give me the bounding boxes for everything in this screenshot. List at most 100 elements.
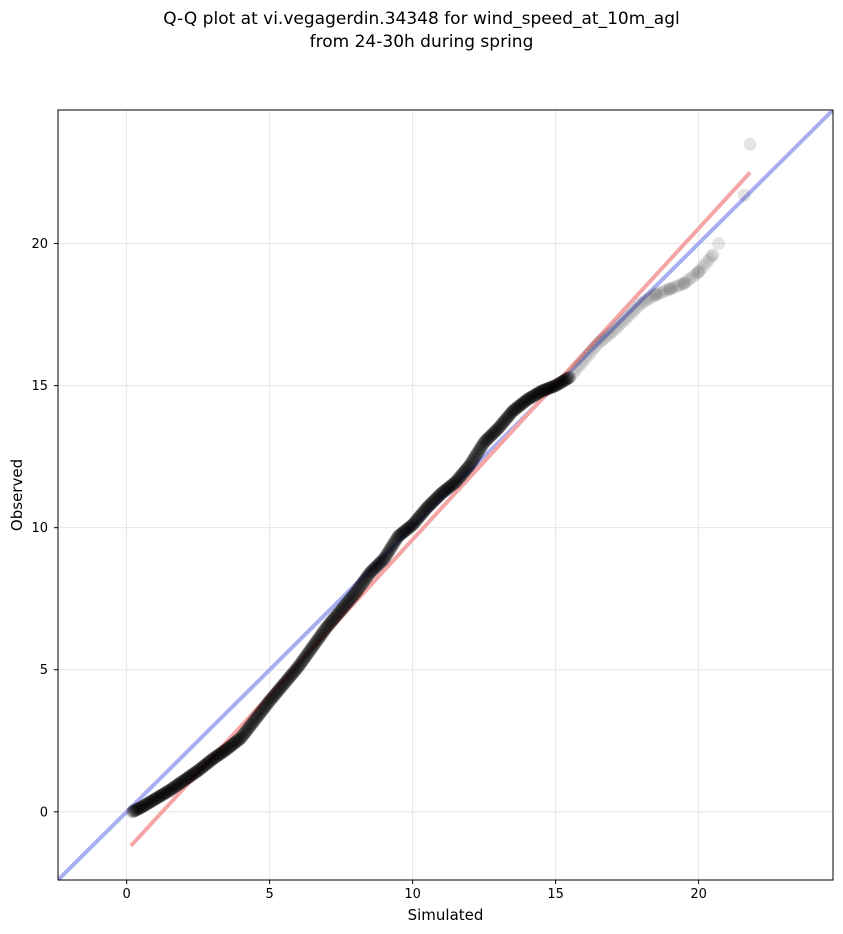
qq-point <box>332 606 346 620</box>
qq-point <box>153 789 167 803</box>
qq-point <box>125 805 139 819</box>
qq-point <box>185 768 199 782</box>
qq-point <box>368 561 382 575</box>
qq-point <box>417 504 431 518</box>
qq-point <box>426 495 440 509</box>
qq-point <box>261 697 275 711</box>
qq-point <box>376 553 390 567</box>
qq-point <box>313 630 327 644</box>
qq-point <box>127 804 141 818</box>
qq-point <box>234 730 248 744</box>
qq-point <box>518 395 532 409</box>
qq-point <box>423 497 437 511</box>
qq-point <box>207 751 221 765</box>
qq-point <box>271 684 285 698</box>
qq-point <box>158 786 172 800</box>
qq-point <box>246 715 260 729</box>
qq-point <box>320 620 334 634</box>
qq-point <box>282 671 296 685</box>
qq-point <box>416 506 430 520</box>
qq-point <box>195 760 209 774</box>
qq-point <box>554 376 568 390</box>
qq-point <box>400 523 414 537</box>
qq-point <box>657 285 671 299</box>
qq-point <box>166 781 180 795</box>
qq-point <box>387 536 401 550</box>
qq-point <box>200 756 214 770</box>
qq-point <box>396 525 410 539</box>
qq-point <box>297 652 311 666</box>
qq-point <box>194 761 208 775</box>
qq-point <box>291 660 305 674</box>
qq-point <box>384 541 398 555</box>
qq-point <box>508 402 522 416</box>
qq-point <box>130 802 144 816</box>
qq-point <box>511 400 525 414</box>
qq-point <box>460 462 474 476</box>
qq-point <box>178 773 192 787</box>
qq-point <box>243 719 257 733</box>
qq-point <box>230 734 244 748</box>
qq-point <box>519 394 533 408</box>
qq-point <box>404 519 418 533</box>
qq-point <box>210 749 224 763</box>
qq-point <box>595 333 609 347</box>
qq-point <box>309 635 323 649</box>
qq-point <box>281 672 295 686</box>
qq-point <box>447 477 461 491</box>
qq-point <box>229 735 243 749</box>
qq-point <box>611 320 625 334</box>
plot-frame <box>57 109 834 881</box>
qq-point <box>218 743 232 757</box>
qq-point <box>322 618 336 632</box>
qq-point <box>355 577 369 591</box>
qq-point <box>514 398 528 412</box>
qq-point <box>298 650 312 664</box>
qq-point <box>318 622 332 636</box>
qq-point <box>552 377 566 391</box>
qq-point <box>484 429 498 443</box>
qq-point <box>498 414 512 428</box>
qq-point <box>654 285 668 299</box>
qq-point <box>153 789 167 803</box>
qq-point <box>300 648 314 662</box>
qq-point <box>490 422 504 436</box>
qq-point <box>511 400 525 414</box>
qq-point <box>743 137 757 151</box>
qq-point <box>247 714 261 728</box>
qq-point <box>199 758 213 772</box>
qq-point <box>289 662 303 676</box>
qq-point <box>219 743 233 757</box>
qq-point <box>432 489 446 503</box>
qq-point <box>264 692 278 706</box>
qq-point <box>471 445 485 459</box>
qq-point <box>252 707 266 721</box>
qq-point <box>533 385 547 399</box>
qq-point <box>444 479 458 493</box>
qq-point <box>284 668 298 682</box>
qq-point <box>381 546 395 560</box>
qq-point <box>216 745 230 759</box>
qq-point <box>355 576 369 590</box>
qq-point <box>349 585 363 599</box>
qq-point <box>386 537 400 551</box>
qq-point <box>215 746 229 760</box>
qq-point <box>559 372 573 386</box>
qq-point <box>682 273 696 287</box>
qq-point <box>504 406 518 420</box>
qq-point <box>169 779 183 793</box>
qq-point <box>525 390 539 404</box>
qq-point <box>334 604 348 618</box>
qq-point <box>446 478 460 492</box>
qq-point <box>279 674 293 688</box>
qq-point <box>408 515 422 529</box>
qq-point <box>442 481 456 495</box>
qq-point <box>293 658 307 672</box>
qq-point <box>130 803 144 817</box>
qq-point <box>184 769 198 783</box>
qq-point <box>491 421 505 435</box>
qq-point <box>311 632 325 646</box>
qq-point <box>176 774 190 788</box>
qq-point <box>236 729 250 743</box>
qq-point <box>241 722 255 736</box>
